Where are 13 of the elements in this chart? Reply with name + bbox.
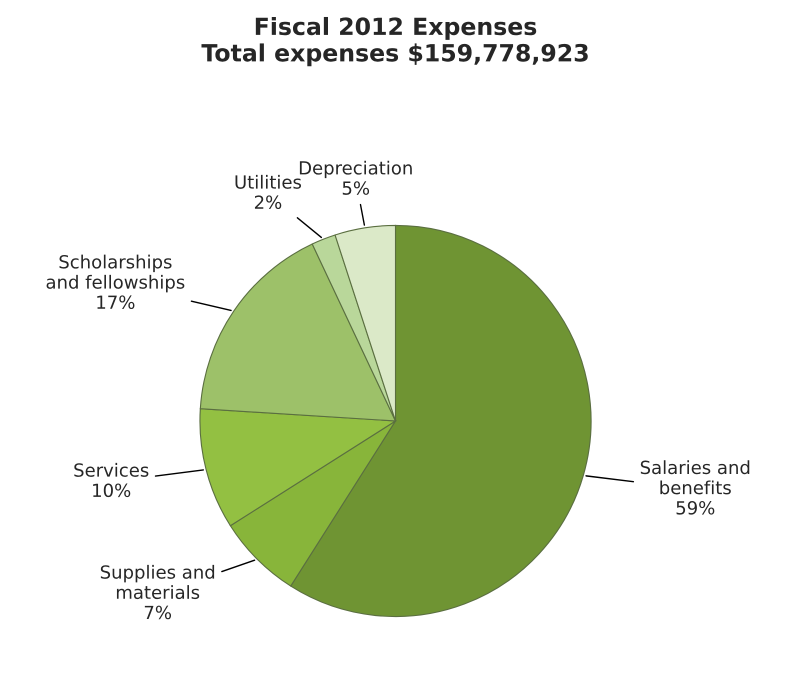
data-label: 17% [97, 295, 134, 310]
slice-label: Scholarships and fellowships [46, 254, 184, 292]
data-label: 5% [342, 181, 370, 195]
slice-label: Supplies and materials [100, 564, 214, 600]
slice-label: Services [74, 462, 148, 477]
slice-label: Depreciation [300, 160, 412, 178]
data-label: 7% [144, 606, 172, 620]
slice-label: Salaries and benefits [640, 460, 750, 494]
data-label: 10% [93, 483, 130, 498]
slice-label: Utilities [236, 174, 302, 189]
data-label: 2% [254, 195, 282, 210]
data-label: 59% [676, 500, 714, 515]
chart-title: Fiscal 2012 Expenses Total expenses $159,778,923 [201, 16, 588, 66]
